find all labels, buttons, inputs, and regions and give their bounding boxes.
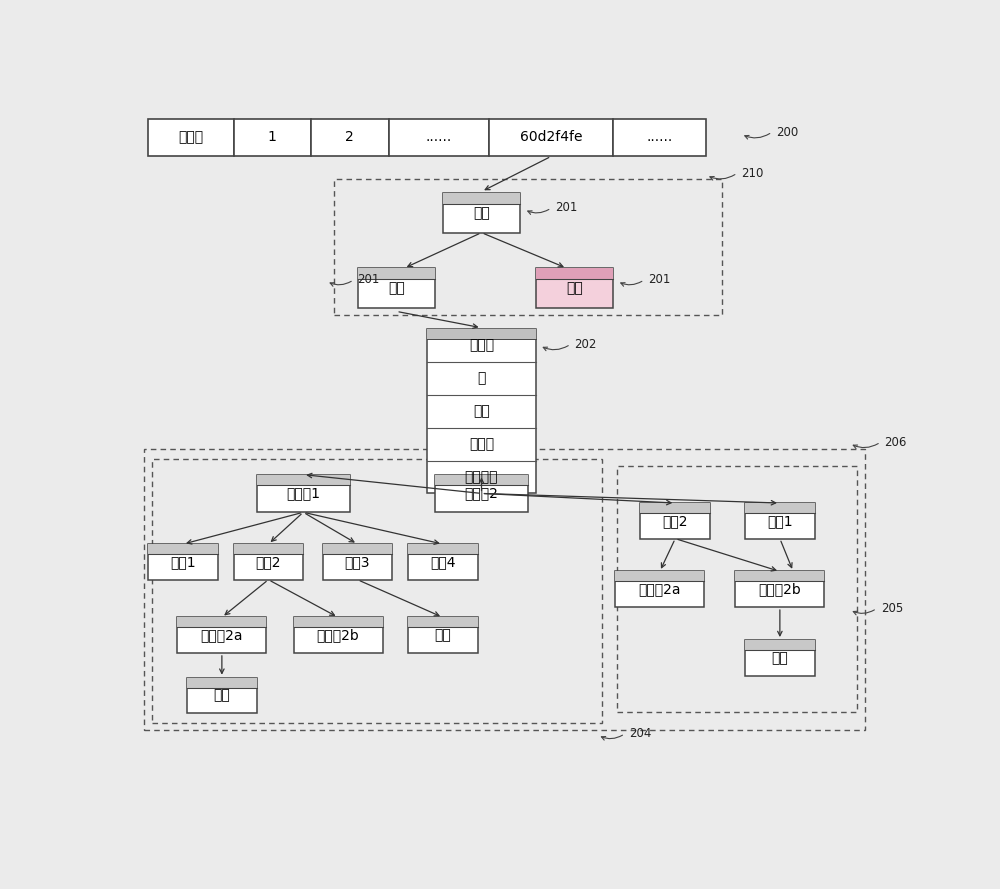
Bar — [323, 544, 392, 554]
Bar — [536, 268, 613, 279]
Bar — [745, 640, 815, 650]
Bar — [435, 475, 528, 512]
Bar — [735, 572, 824, 607]
Bar — [294, 617, 383, 628]
Bar — [408, 544, 478, 554]
Bar — [427, 329, 536, 339]
Bar — [177, 617, 266, 628]
Bar — [615, 572, 704, 581]
Bar — [613, 118, 706, 156]
Text: 1: 1 — [268, 131, 277, 145]
Text: 头节点: 头节点 — [469, 339, 494, 353]
Bar — [408, 617, 478, 653]
Text: 目录树: 目录树 — [469, 437, 494, 451]
Bar — [148, 544, 218, 580]
Text: 202: 202 — [574, 338, 597, 351]
Bar — [640, 503, 710, 539]
Bar — [615, 572, 704, 607]
Text: 目录2: 目录2 — [662, 514, 688, 528]
Bar — [745, 640, 815, 676]
Bar — [294, 617, 383, 653]
Bar — [144, 449, 865, 730]
Bar — [536, 268, 613, 308]
Bar — [152, 460, 602, 723]
Text: 子目录2b: 子目录2b — [317, 629, 360, 642]
Bar — [745, 503, 815, 513]
Bar — [148, 118, 234, 156]
Text: 子目录2a: 子目录2a — [639, 582, 681, 597]
Text: ......: ...... — [426, 131, 452, 145]
Bar — [358, 268, 435, 279]
Bar — [745, 503, 815, 539]
Bar — [323, 544, 392, 580]
Text: 节点: 节点 — [388, 281, 405, 295]
Text: 目录2: 目录2 — [256, 555, 281, 569]
Text: 目录3: 目录3 — [345, 555, 370, 569]
Bar — [408, 544, 478, 580]
Text: 键: 键 — [477, 372, 486, 386]
Text: 60d2f4fe: 60d2f4fe — [520, 131, 582, 145]
Text: 页面: 页面 — [772, 651, 788, 665]
Text: 散列头: 散列头 — [178, 131, 203, 145]
Bar — [311, 118, 388, 156]
Bar — [443, 193, 520, 233]
Bar — [148, 544, 218, 554]
Bar — [234, 544, 303, 554]
Bar — [187, 677, 257, 713]
Bar — [640, 503, 710, 513]
Bar — [187, 677, 257, 687]
Text: ......: ...... — [647, 131, 673, 145]
Text: 2: 2 — [345, 131, 354, 145]
Text: 节点: 节点 — [566, 281, 583, 295]
Text: 子目录2a: 子目录2a — [201, 629, 243, 642]
Bar — [358, 268, 435, 308]
Bar — [334, 179, 722, 316]
Text: 201: 201 — [358, 273, 380, 286]
Bar — [427, 329, 536, 493]
Bar — [617, 466, 857, 712]
Text: 子常名树: 子常名树 — [465, 470, 498, 484]
Bar — [257, 475, 350, 485]
Text: 页面: 页面 — [434, 629, 451, 642]
Text: 目录1: 目录1 — [767, 514, 793, 528]
Text: 201: 201 — [555, 202, 578, 214]
Bar — [388, 118, 489, 156]
Bar — [443, 193, 520, 204]
Bar — [177, 617, 266, 653]
Bar — [735, 572, 824, 581]
Text: 206: 206 — [885, 436, 907, 449]
Text: 属性: 属性 — [473, 404, 490, 419]
Text: 子常名2: 子常名2 — [465, 486, 498, 501]
Text: 200: 200 — [776, 125, 798, 139]
Text: 页面: 页面 — [214, 688, 230, 702]
Bar — [489, 118, 613, 156]
Text: 子常名1: 子常名1 — [286, 486, 320, 501]
Bar — [257, 475, 350, 512]
Text: 205: 205 — [881, 602, 903, 615]
Text: 201: 201 — [648, 273, 670, 286]
Text: 目录4: 目录4 — [430, 555, 456, 569]
Bar — [408, 617, 478, 628]
Bar — [234, 118, 311, 156]
Bar — [234, 544, 303, 580]
Text: 子目录2b: 子目录2b — [759, 582, 801, 597]
Text: 204: 204 — [629, 727, 651, 741]
Text: 节点: 节点 — [473, 205, 490, 220]
Text: 目录1: 目录1 — [170, 555, 196, 569]
Text: 210: 210 — [741, 166, 764, 180]
Bar — [435, 475, 528, 485]
